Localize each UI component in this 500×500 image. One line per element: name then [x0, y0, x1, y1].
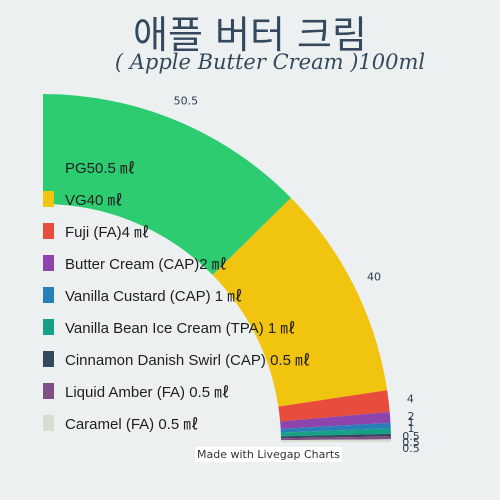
legend-label: Liquid Amber (FA) 0.5 ㎖: [65, 383, 230, 401]
legend-item[interactable]: VG40 ㎖: [43, 183, 310, 215]
legend-item[interactable]: Liquid Amber (FA) 0.5 ㎖: [43, 375, 310, 407]
legend-item[interactable]: Vanilla Bean Ice Cream (TPA) 1 ㎖: [43, 311, 310, 343]
legend-label: Fuji (FA)4 ㎖: [65, 223, 150, 241]
legend-label: PG50.5 ㎖: [65, 159, 136, 177]
slice-value-label: 4: [407, 393, 414, 406]
slice-value-label: 0.5: [402, 442, 420, 455]
legend-item[interactable]: Vanilla Custard (CAP) 1 ㎖: [43, 279, 310, 311]
legend-label: Butter Cream (CAP)2 ㎖: [65, 255, 227, 273]
legend-swatch: [43, 319, 54, 335]
legend-swatch: [43, 159, 54, 175]
pie-slice[interactable]: [280, 422, 391, 433]
slice-value-label: 1: [408, 422, 415, 435]
legend-label: VG40 ㎖: [65, 191, 123, 209]
pie-slice[interactable]: [212, 197, 388, 407]
pie-slice[interactable]: [280, 428, 391, 437]
slice-value-label: 40: [367, 271, 381, 284]
legend-swatch: [43, 383, 54, 399]
chart-title: 애플 버터 크림: [133, 13, 367, 57]
legend-label: Vanilla Custard (CAP) 1 ㎖: [65, 287, 243, 305]
slice-value-label: 0.5: [402, 436, 420, 449]
chart-legend: PG50.5 ㎖ VG40 ㎖ Fuji (FA)4 ㎖ Butter Crea…: [43, 151, 310, 439]
slice-value-label: 1: [408, 416, 415, 429]
legend-swatch: [43, 287, 54, 303]
legend-swatch: [43, 191, 54, 207]
pie-slice[interactable]: [280, 436, 391, 441]
legend-swatch: [43, 223, 54, 239]
slice-value-label: 2: [408, 410, 415, 423]
legend-label: Cinnamon Danish Swirl (CAP) 0.5 ㎖: [65, 351, 311, 369]
legend-item[interactable]: PG50.5 ㎖: [43, 151, 310, 183]
legend-item[interactable]: Butter Cream (CAP)2 ㎖: [43, 247, 310, 279]
slice-value-label: 50.5: [174, 95, 199, 108]
slice-value-label: 0.5: [402, 430, 420, 443]
credit-link[interactable]: Made with Livegap Charts: [195, 447, 342, 462]
legend-item[interactable]: Caramel (FA) 0.5 ㎖: [43, 407, 310, 439]
pie-slice[interactable]: [280, 411, 391, 429]
legend-swatch: [43, 255, 54, 271]
pie-slice[interactable]: [280, 439, 391, 442]
chart-subtitle: ( Apple Butter Cream )100ml: [114, 50, 426, 74]
legend-label: Vanilla Bean Ice Cream (TPA) 1 ㎖: [65, 319, 296, 337]
pie-slice[interactable]: [280, 433, 391, 439]
pie-slice[interactable]: [278, 390, 390, 422]
legend-swatch: [43, 351, 54, 367]
legend-item[interactable]: Fuji (FA)4 ㎖: [43, 215, 310, 247]
legend-swatch: [43, 415, 54, 431]
legend-label: Caramel (FA) 0.5 ㎖: [65, 415, 199, 433]
legend-item[interactable]: Cinnamon Danish Swirl (CAP) 0.5 ㎖: [43, 343, 310, 375]
pie-slice[interactable]: [43, 94, 291, 276]
